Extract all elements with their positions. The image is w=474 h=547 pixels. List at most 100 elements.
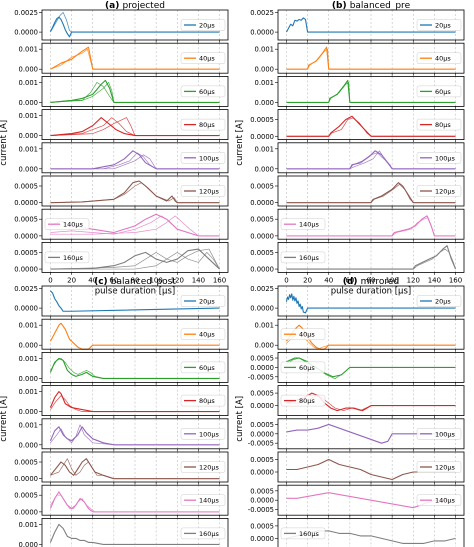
subplot-frame [277, 208, 465, 240]
y-tick-label: 0.001 [19, 421, 38, 429]
panel-mirrored: (d) mirrored 0.0025 0.0000 20μs 0.001 0.000 40… [235, 277, 465, 547]
subplot-frame [277, 518, 465, 547]
legend-box [416, 152, 462, 164]
series-line [50, 358, 220, 379]
legend-box [180, 19, 226, 31]
legend: 40μs [280, 328, 326, 340]
x-tick-label: 100 [385, 276, 398, 284]
subplot-frame [277, 484, 465, 516]
legend: 100μs [180, 152, 226, 164]
y-tick-label: 0.0025 [14, 9, 38, 17]
x-tick-label: 40 [88, 276, 97, 284]
legend-box [180, 428, 226, 440]
legend-label: 20μs [435, 22, 451, 30]
legend-box [180, 494, 226, 506]
legend: 120μs [416, 461, 462, 473]
subplot-frame [277, 451, 465, 483]
series-line [50, 494, 220, 513]
legend-box [180, 394, 226, 407]
legend-box [416, 19, 462, 31]
legend-label: 100μs [435, 430, 456, 438]
legend: 80μs [180, 394, 226, 407]
y-tick-label: 0.0000 [250, 535, 274, 543]
subplot-projected-160: 0.0005 0.0000 160μs [14, 241, 229, 275]
y-tick-label: 0.000 [255, 342, 274, 350]
legend-box [180, 361, 226, 374]
legend-box [416, 52, 462, 64]
subplot-projected-120: 0.0005 0.0000 120μs [14, 175, 229, 209]
subplot-balanced_pre-40: 0.001 0.000 40μs [255, 42, 465, 76]
y-tick-label: 0.001 [19, 355, 38, 363]
legend: 60μs [180, 85, 226, 98]
subplot-projected-20: 0.0025 0.0000 20μs [14, 9, 229, 43]
legend-box [180, 461, 226, 473]
subplot-projected-60: 0.001 0.000 60μs [19, 76, 229, 109]
y-tick-label: 0.0005 [14, 216, 38, 224]
subplot-frame [41, 142, 229, 174]
x-tick-label: 0 [48, 276, 52, 284]
legend-label: 40μs [435, 55, 451, 63]
legend-box [180, 295, 226, 307]
y-tick-label: 0.000 [19, 66, 38, 74]
legend-box [44, 251, 90, 264]
y-tick-label: 0.000 [255, 66, 274, 74]
subplot-frame [41, 351, 229, 383]
y-tick-label: 0.001 [19, 46, 38, 54]
subplot-balanced_pre-80: 0.0005 0.0000 80μs [250, 109, 465, 143]
subplot-balanced_pre-140: 0.0005 0.0000 140μs [250, 208, 465, 242]
y-tick-label: 0.000 [19, 541, 38, 547]
y-tick-label: -0.0005 [248, 440, 274, 448]
y-tick-label: 0.0005 [250, 456, 274, 464]
subplot-projected-40: 0.001 0.000 40μs [19, 42, 229, 76]
subplot-frame [41, 285, 229, 317]
legend-box [180, 52, 226, 64]
legend: 40μs [180, 328, 226, 340]
legend: 60μs [180, 361, 226, 374]
x-tick-label: 60 [345, 276, 354, 284]
legend-label: 80μs [435, 121, 451, 129]
y-tick-label: 0.0005 [250, 116, 274, 124]
panel-title: (d) mirrored [343, 277, 399, 287]
subplot-projected-80: 0.001 0.000 80μs [19, 109, 229, 143]
subplot-frame [277, 76, 465, 107]
series-line [286, 248, 456, 270]
legend-box [280, 251, 326, 264]
panel-title: (b) balanced_pre [332, 1, 411, 11]
y-tick-label: 0.0005 [14, 459, 38, 467]
y-tick-label: 0.0000 [250, 497, 274, 505]
y-tick-label: 0.0025 [250, 285, 274, 293]
legend-label: 120μs [435, 188, 456, 196]
subplot-frame [277, 241, 465, 273]
subplot-frame [277, 418, 465, 450]
y-axis-label: current [A] [235, 120, 245, 166]
legend-label: 60μs [435, 88, 451, 96]
subplot-frame [277, 175, 465, 207]
series-line [50, 117, 220, 136]
x-tick-label: 120 [171, 276, 184, 284]
x-tick-label: 0 [284, 276, 288, 284]
legend-label: 80μs [199, 397, 215, 405]
series-line [286, 217, 456, 237]
series-line [50, 117, 220, 137]
panel-letter: (a) [105, 1, 122, 11]
series-line [50, 12, 220, 33]
x-tick-label: 160 [213, 276, 226, 284]
series-line [50, 79, 220, 103]
x-tick-label: 80 [367, 276, 376, 284]
x-tick-label: 80 [131, 276, 140, 284]
legend-box [180, 527, 226, 540]
subplot-balanced_post-100: 0.001 0.000 100μs [19, 418, 229, 452]
subplot-projected-100: 0.001 0.000 100μs [19, 142, 229, 176]
y-tick-label: 0.0005 [250, 421, 274, 429]
legend-box [180, 185, 226, 197]
series-line [286, 152, 456, 170]
legend: 40μs [180, 52, 226, 64]
y-tick-label: 0.000 [19, 342, 38, 350]
y-tick-label: -0.0005 [248, 373, 274, 381]
series-line [286, 183, 456, 204]
series-line [50, 290, 220, 312]
y-tick-label: 0.0000 [14, 232, 38, 240]
y-tick-label: 0.0005 [250, 183, 274, 191]
subplot-frame [41, 175, 229, 207]
